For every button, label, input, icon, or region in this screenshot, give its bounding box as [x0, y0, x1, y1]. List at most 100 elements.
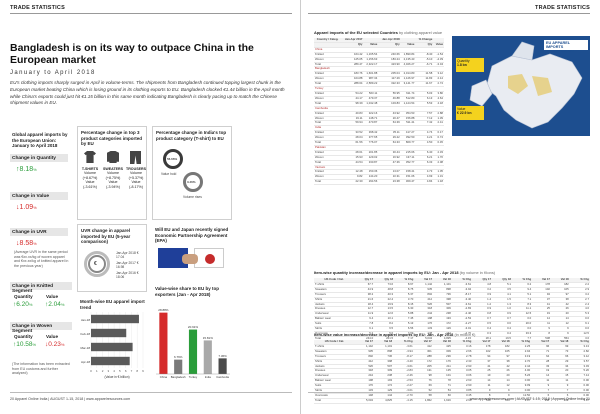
table-row: Babies' wear 9.4 10.1 7.45 198 193 -2.53 0.7 0.7… [314, 316, 590, 323]
column-header [400, 38, 416, 43]
table-cell: 22.4 [374, 297, 395, 303]
india-title: Percentage change in India's top product… [156, 130, 227, 141]
table-cell: 309 [373, 368, 394, 375]
table-cell: 1,142 [354, 344, 374, 350]
table-cell [433, 66, 444, 73]
table-cell [378, 66, 401, 73]
table-cell [341, 125, 364, 132]
table-cell: 8.3 [511, 302, 533, 308]
table-cell: Total [314, 101, 342, 107]
table-cell: 8.67 [394, 282, 415, 288]
table-cell: 3,141.77 [400, 81, 416, 88]
table-cell: 8.2 [374, 321, 395, 328]
table-cell: 144 [433, 331, 452, 337]
table-cell: 44.17 [341, 96, 364, 102]
x-tick-label: 3 [107, 369, 109, 373]
table-cell: 5,034 [354, 398, 374, 404]
table-cell: 318 [414, 306, 434, 313]
table-cell: 4,026.27 [400, 62, 416, 68]
table-cell: 41 [532, 302, 551, 308]
table-cell: 0.00 [510, 378, 532, 385]
table-cell: 538 [472, 398, 492, 404]
column-header: % Chg [451, 278, 473, 283]
table-cell: Sweaters [314, 349, 355, 355]
table-cell: 64.33 [378, 140, 401, 146]
table-cell: 2.33 [451, 359, 473, 365]
table-row: T-shirts 67.7 73.6 8.67 1,142 1,101 -3.61 4.8 5.… [314, 282, 590, 288]
table-cell: Total [314, 120, 342, 127]
table-cell: 11.1 [511, 306, 533, 313]
share-chart-panel: Value-wise share to EU by top exporters … [152, 286, 232, 388]
x-tick-label: 9 [142, 369, 144, 373]
table-cell: Overcoats [314, 331, 355, 337]
table-cell: 135 [432, 368, 452, 375]
table-cell: 22.30 [341, 179, 364, 186]
table-row: Jackets 18.4 19.9 8.15 526 507 -3.61 1.2 1.3 8.3 4… [314, 302, 590, 308]
table-cell: 148 [414, 331, 434, 337]
table-cell: Total [314, 398, 355, 404]
table-cell: 3.12 [433, 71, 444, 78]
volume-donut [183, 172, 203, 192]
table-cell: 898 [433, 287, 452, 293]
table-cell: Trousers [314, 354, 355, 360]
table-cell: 318 [354, 368, 374, 375]
table-cell: Suits [314, 321, 355, 328]
table-cell: 129.02 [363, 155, 379, 161]
arrow-down-icon: ↓ [16, 204, 20, 211]
table-cell: 20.0 [511, 321, 533, 328]
table-cell: -2.27 [451, 321, 473, 328]
item-value-table: HS Code / Cat. Val 17 Val 18% Chg Val 17 Val… [314, 340, 590, 404]
table-cell: 1.0 [492, 306, 512, 313]
woven-qty-change: ↑10.58% [13, 341, 37, 348]
table-cell: -2.46 [393, 373, 414, 380]
table-cell: 412 [414, 297, 434, 303]
woven-qty-label: Quantity [14, 334, 33, 339]
table-cell: Sweaters [314, 287, 355, 293]
table-cell: Shirts [314, 359, 355, 365]
table-cell: 0.0 [511, 326, 533, 332]
table-cell [400, 165, 416, 171]
table-cell: 4.50 [415, 140, 434, 146]
table-cell: 38 [491, 359, 511, 365]
page-gutter [300, 0, 301, 414]
table-cell: 12.50 [510, 393, 532, 399]
table-cell: 4.64 [433, 96, 444, 102]
table-cell: 2,322.17 [363, 62, 379, 68]
table-cell: 144.20 [363, 174, 379, 181]
knit-header: Change in Knitted Segment [10, 282, 72, 294]
table-cell: 7.12 [415, 116, 434, 122]
section-header-left: TRADE STATISTICS [10, 5, 65, 11]
column-header: Value [363, 42, 379, 48]
table-row: Woven 9.82 144.20 10.31 151.06 4.99 1.31 [314, 174, 444, 181]
x-tick-label: 6 [125, 369, 127, 373]
table-cell: 2.74 [433, 81, 444, 88]
summary-title: Global apparel imports by the European U… [12, 132, 68, 148]
table-cell: 14 [550, 316, 570, 323]
column-header: HS Code / Cat. [314, 278, 355, 283]
table-cell: Bangladesh [314, 66, 342, 73]
table-cell: 9 [531, 383, 551, 390]
table-cell: 9.4 [354, 316, 375, 323]
table-cell: 736 [433, 292, 452, 298]
table-cell: 58 [413, 393, 433, 399]
table-cell: 0.7 [492, 316, 512, 323]
table-cell [433, 106, 444, 112]
table-row: Turkey [314, 86, 444, 92]
table-cell: 29 [550, 359, 570, 365]
table-row: Sweaters 935 898 -3.94 301 309 2.66 102 105 2.94 7… [314, 349, 590, 355]
table-cell: 802 [354, 354, 374, 360]
table-cell: -4.15 [393, 398, 414, 404]
table-row: Total 22.30 294.56 23.38 309.47 4.84 1.18 [314, 179, 444, 186]
table-row: Jackets 526 507 -3.61 205 211 2.93 41 42 2.44 33 34… [314, 364, 590, 370]
table-cell [415, 145, 434, 151]
header-divider [308, 13, 590, 14]
table-row: Dresses 12.7 13.5 6.30 318 309 -2.83 0.9 1.0 11.1… [314, 306, 590, 313]
table-cell: Suits [314, 383, 355, 390]
table-cell [400, 106, 416, 112]
table-cell: 1.39 [433, 116, 444, 122]
uvr-ring-inner [88, 255, 106, 273]
table-cell [341, 47, 364, 53]
table-cell: Knitted [314, 169, 342, 176]
table-cell: 6.13 [415, 96, 434, 102]
